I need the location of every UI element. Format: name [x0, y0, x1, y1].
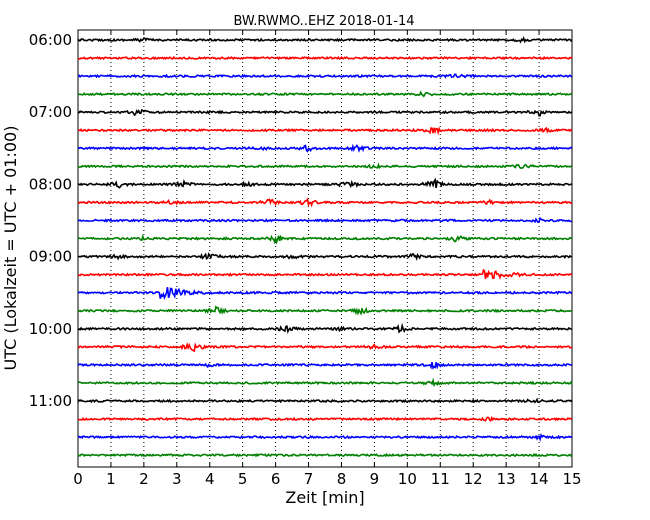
- plot-frame: [77, 29, 573, 468]
- x-tick-label: 7: [304, 470, 314, 488]
- x-tick-label: 8: [337, 470, 347, 488]
- x-tick-label: 6: [271, 470, 281, 488]
- x-tick-label: 13: [497, 470, 516, 488]
- trace-line: [77, 452, 573, 458]
- x-tick-label: 2: [139, 470, 149, 488]
- x-tick-label: 5: [238, 470, 248, 488]
- trace-line: [77, 35, 573, 44]
- trace-line: [77, 252, 572, 262]
- x-tick-label: 12: [464, 470, 483, 488]
- x-tick-label: 1: [106, 470, 116, 488]
- y-tick-label: 09:00: [29, 248, 72, 266]
- y-tick-label: 11:00: [29, 392, 72, 410]
- y-axis-label: UTC (Lokalzeit = UTC + 01:00): [1, 126, 20, 371]
- trace-line: [77, 126, 573, 136]
- y-axis-ticks: 06:00 07:00 08:00 09:00 10:00 11:00: [29, 31, 82, 410]
- y-tick-label: 07:00: [29, 103, 72, 121]
- trace-line: [77, 109, 573, 117]
- trace-line: [78, 433, 573, 443]
- trace-line: [77, 90, 573, 98]
- trace-line: [77, 55, 573, 61]
- trace-line: [77, 287, 573, 300]
- trace-line: [77, 233, 573, 245]
- trace-line: [77, 305, 573, 316]
- y-tick-label: 10:00: [29, 320, 72, 338]
- x-tick-label: 11: [431, 470, 450, 488]
- x-tick-label: 9: [370, 470, 380, 488]
- x-tick-label: 10: [398, 470, 417, 488]
- trace-line: [77, 415, 573, 422]
- trace-line: [77, 377, 573, 388]
- x-tick-label: 15: [562, 470, 581, 488]
- trace-line: [77, 397, 573, 404]
- grid-lines: [110, 30, 540, 467]
- trace-line: [77, 342, 573, 353]
- seismic-traces: [77, 35, 573, 458]
- y-tick-label: 06:00: [29, 31, 72, 49]
- trace-line: [77, 322, 573, 334]
- trace-line: [77, 177, 573, 189]
- trace-line: [77, 268, 573, 280]
- x-axis-ticks: 0 1 2 3 4 5 6 7 8 9 10 11 12 13 14 15: [73, 30, 582, 488]
- x-tick-label: 0: [73, 470, 83, 488]
- trace-line: [77, 162, 573, 170]
- trace-line: [77, 143, 573, 153]
- chart-title: BW.RWMO..EHZ 2018-01-14: [233, 14, 414, 29]
- plot-area: 0 1 2 3 4 5 6 7 8 9 10 11 12 13 14 15 06:0007:0008:0009…: [29, 29, 582, 488]
- trace-line: [77, 216, 573, 224]
- x-tick-label: 4: [205, 470, 215, 488]
- y-tick-label: 08:00: [29, 175, 72, 193]
- x-tick-label: 14: [530, 470, 549, 488]
- trace-line: [77, 197, 573, 208]
- trace-line: [77, 73, 573, 79]
- x-tick-label: 3: [172, 470, 182, 488]
- trace-line: [77, 361, 573, 370]
- x-axis-label: Zeit [min]: [285, 488, 364, 507]
